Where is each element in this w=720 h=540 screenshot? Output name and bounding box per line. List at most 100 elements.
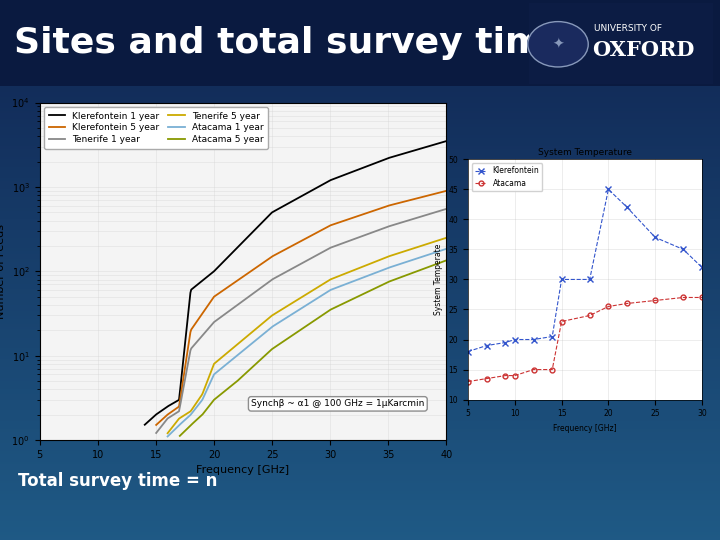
Bar [0, 127, 720, 130]
Atacama 1 year [231, 354, 240, 360]
Bar [0, 319, 720, 321]
Bar [0, 491, 720, 494]
Bar [0, 359, 720, 362]
Line: Klerefontein 1 year: Klerefontein 1 year [145, 141, 446, 425]
Atacama 1 year [442, 246, 451, 252]
Atacama [501, 373, 510, 379]
Bar [0, 508, 720, 510]
Bar [0, 227, 720, 229]
Bar [0, 62, 720, 65]
Klerefontein [651, 234, 660, 241]
Klerefontein [464, 348, 472, 355]
Bar [0, 270, 720, 273]
Bar [0, 238, 720, 240]
Bar [0, 113, 720, 116]
Klerefontein 5 year [277, 248, 286, 254]
Bar [0, 46, 720, 49]
Atacama [604, 303, 613, 310]
Bar [0, 481, 720, 483]
Bar [0, 402, 720, 405]
Bar [0, 437, 720, 440]
Klerefontein [482, 342, 491, 349]
Klerefontein 5 year [228, 280, 237, 287]
Bar [0, 54, 720, 57]
Bar [0, 305, 720, 308]
Atacama 5 year [228, 381, 237, 388]
Line: Atacama: Atacama [466, 295, 704, 384]
Bar [0, 443, 720, 445]
Bar [0, 446, 720, 448]
Klerefontein [623, 204, 631, 211]
Bar [0, 11, 720, 14]
Atacama [510, 373, 519, 379]
Bar [0, 413, 720, 416]
Bar [0, 51, 720, 54]
Bar [0, 14, 720, 16]
Bar [0, 251, 720, 254]
Tenerife 1 year [228, 305, 237, 312]
Bar [0, 297, 720, 300]
Bar [0, 429, 720, 432]
Bar [0, 265, 720, 267]
Bar [0, 89, 720, 92]
Klerefontein 1 year [256, 221, 264, 228]
Bar [0, 427, 720, 429]
Bar [0, 30, 720, 32]
Bar [0, 405, 720, 408]
Bar [0, 57, 720, 59]
Bar [0, 259, 720, 262]
Bar [0, 327, 720, 329]
Tenerife 5 year [231, 343, 240, 349]
Bar [0, 281, 720, 284]
Bar [0, 35, 720, 38]
Bar [0, 181, 720, 184]
Bar [0, 232, 720, 235]
Line: Atacama 5 year: Atacama 5 year [180, 260, 446, 436]
Bar [0, 505, 720, 508]
Bar [0, 300, 720, 302]
Bar [0, 148, 720, 151]
Bar [0, 483, 720, 486]
Bar [0, 165, 720, 167]
Atacama [585, 312, 594, 319]
Bar [0, 0, 720, 3]
Klerefontein 1 year [442, 138, 451, 144]
Bar [0, 200, 720, 202]
Bar [0, 205, 720, 208]
Klerefontein [698, 264, 706, 271]
Atacama 1 year [432, 249, 441, 255]
Bar [0, 19, 720, 22]
Bar [0, 529, 720, 532]
Atacama 5 year [231, 380, 240, 386]
Bar [0, 70, 720, 73]
Bar [0, 248, 720, 251]
Klerefontein 5 year [442, 187, 451, 194]
Bar [0, 394, 720, 397]
Bar [0, 278, 720, 281]
Bar [0, 464, 720, 467]
Bar [0, 122, 720, 124]
Bar [0, 40, 720, 43]
Klerefontein 5 year [369, 208, 377, 214]
Tenerife 5 year [228, 345, 237, 352]
Klerefontein [557, 276, 566, 283]
Bar [0, 176, 720, 178]
Klerefontein [585, 276, 594, 283]
Line: Tenerife 1 year: Tenerife 1 year [156, 209, 446, 433]
Bar [0, 308, 720, 310]
Text: OXFORD: OXFORD [592, 39, 694, 60]
Bar [0, 73, 720, 76]
Bar [0, 378, 720, 381]
Text: ✦: ✦ [552, 37, 564, 51]
Bar [0, 202, 720, 205]
Bar [0, 535, 720, 537]
Atacama [698, 294, 706, 301]
Bar [0, 454, 720, 456]
Bar [0, 189, 720, 192]
Klerefontein [510, 336, 519, 343]
Bar [0, 100, 720, 103]
Tenerife 5 year [256, 322, 264, 329]
Bar [0, 408, 720, 410]
Y-axis label: System Temperate: System Temperate [434, 244, 443, 315]
Bar [0, 167, 720, 170]
